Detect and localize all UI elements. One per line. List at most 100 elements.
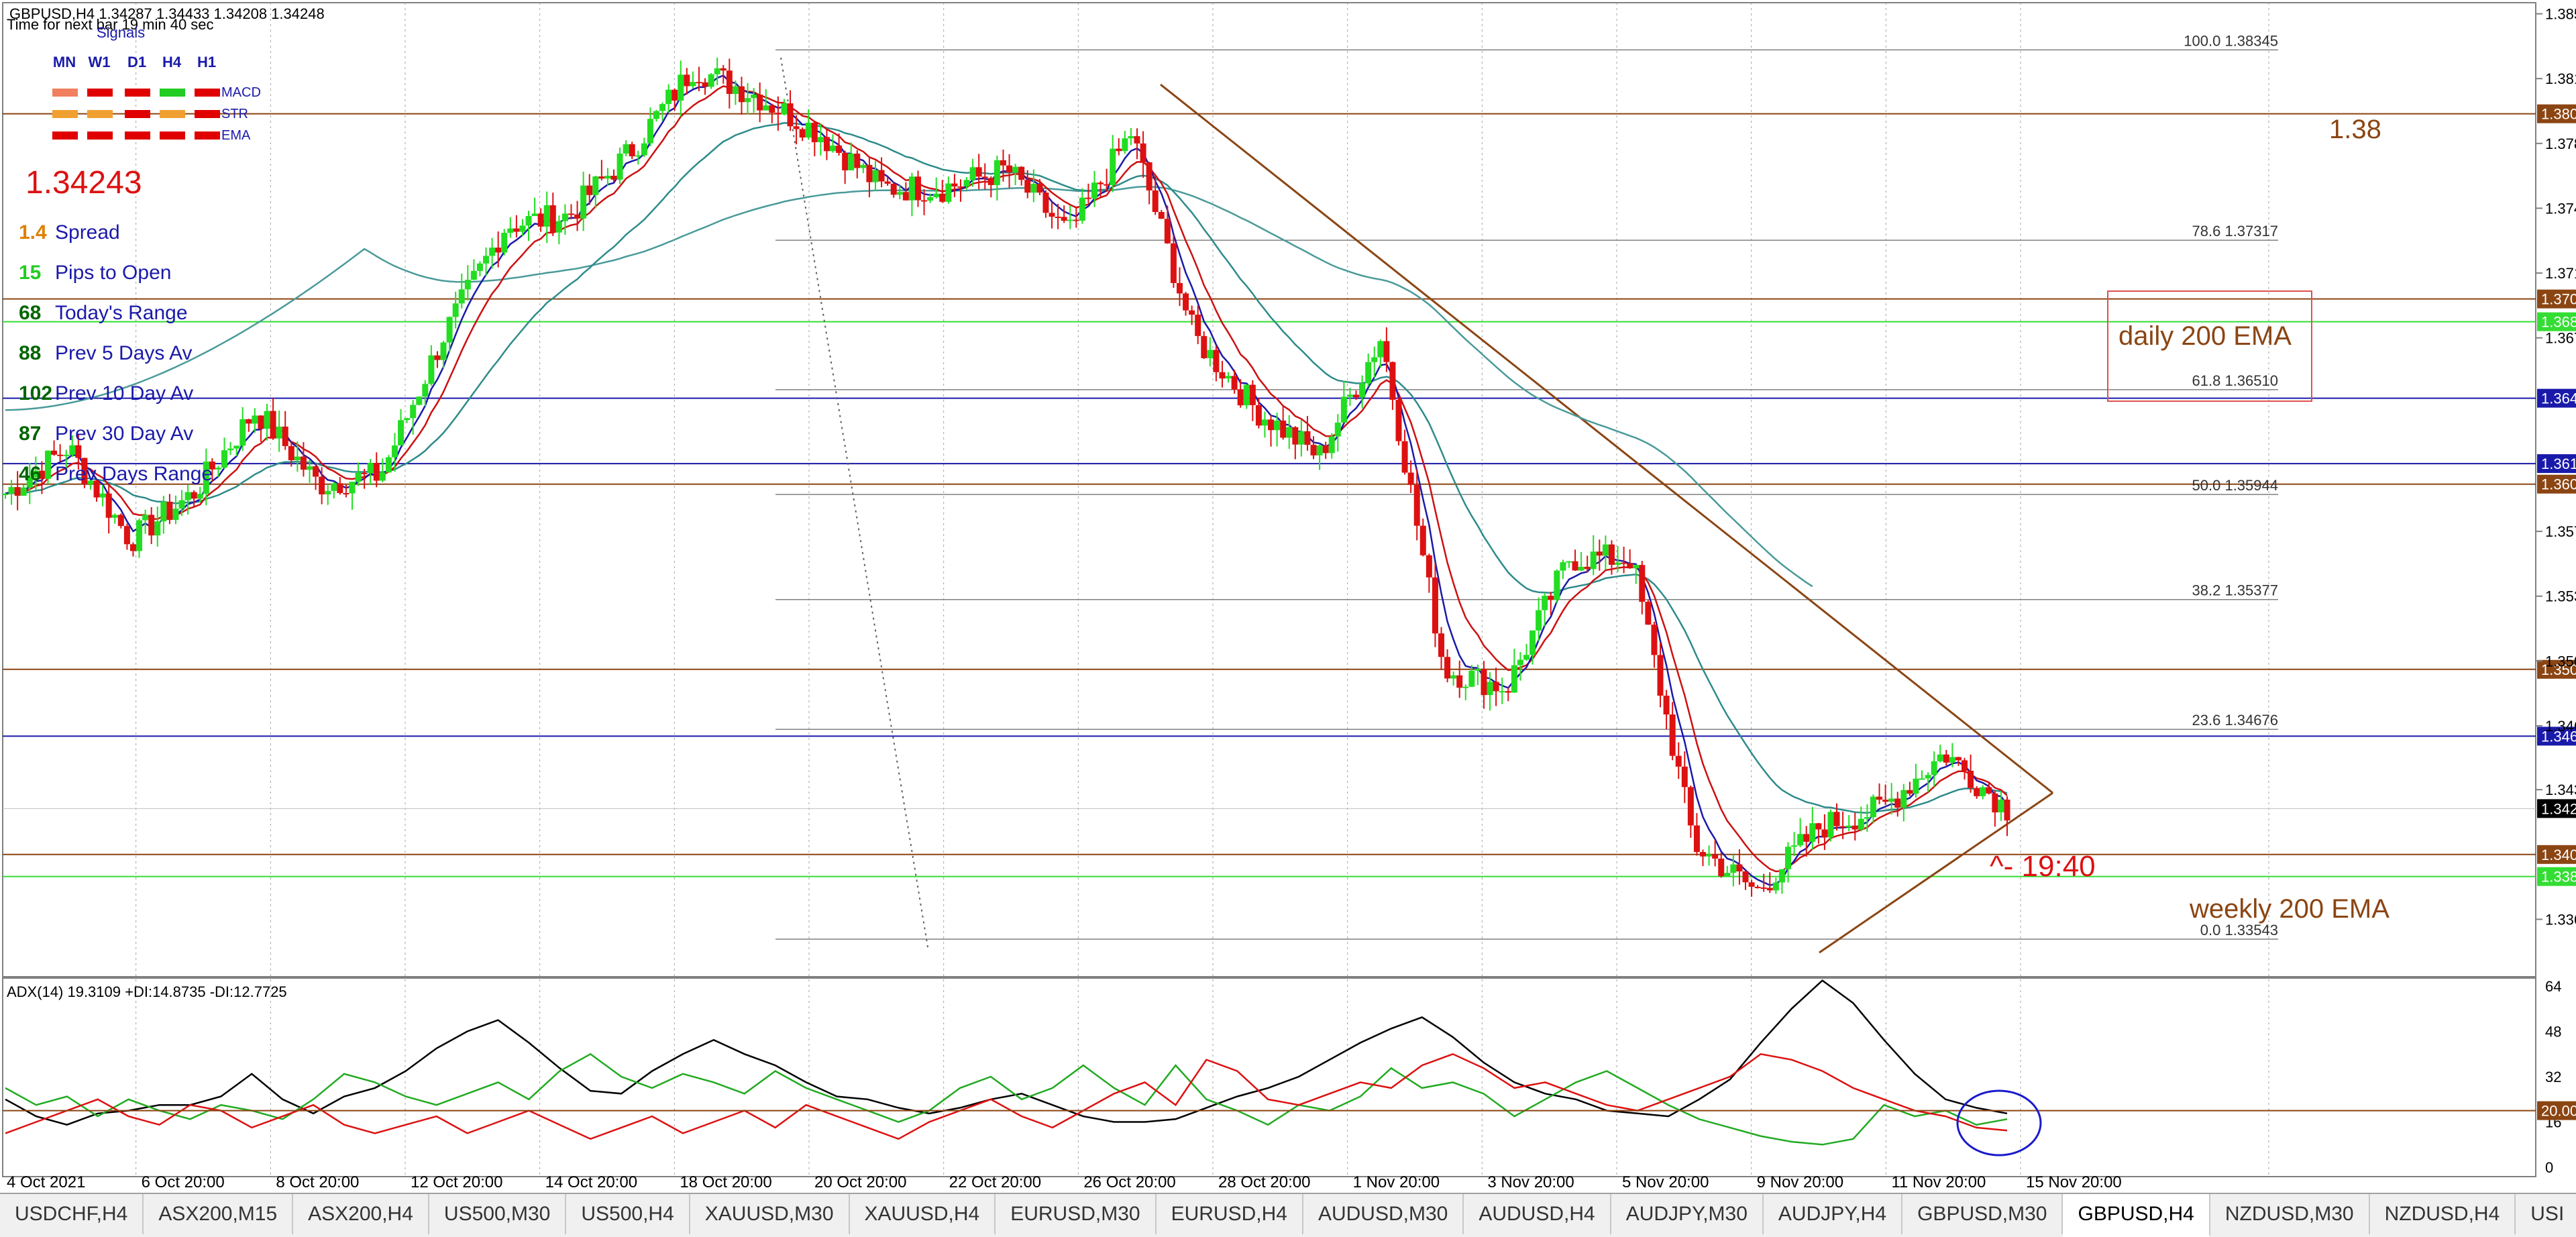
candle-body[interactable] bbox=[489, 248, 496, 256]
candle-body[interactable] bbox=[1907, 790, 1913, 794]
candle-body[interactable] bbox=[933, 193, 940, 197]
candle-body[interactable] bbox=[1937, 754, 1943, 761]
candle-body[interactable] bbox=[1627, 563, 1633, 569]
candle-body[interactable] bbox=[264, 411, 270, 429]
candle-body[interactable] bbox=[1164, 219, 1171, 244]
candle-body[interactable] bbox=[1700, 852, 1707, 857]
candle-body[interactable] bbox=[1195, 315, 1201, 336]
candle-body[interactable] bbox=[1018, 166, 1025, 180]
candle-body[interactable] bbox=[337, 483, 343, 493]
candle-body[interactable] bbox=[410, 405, 417, 419]
chart-canvas[interactable]: 1.38000 1.37000 1.36877 1.36464 1.36111 1.360… bbox=[0, 0, 2576, 1193]
candle-body[interactable] bbox=[799, 129, 806, 138]
symbol-tab[interactable]: USDCHF,H4 bbox=[0, 1194, 144, 1234]
candle-body[interactable] bbox=[1012, 166, 1019, 173]
candle-body[interactable] bbox=[379, 472, 386, 481]
candle-body[interactable] bbox=[111, 515, 118, 518]
candle-body[interactable] bbox=[1913, 778, 1919, 794]
candle-body[interactable] bbox=[519, 225, 526, 232]
candle-body[interactable] bbox=[404, 418, 411, 421]
candle-body[interactable] bbox=[1663, 696, 1670, 715]
candle-body[interactable] bbox=[288, 445, 294, 461]
candle-body[interactable] bbox=[1298, 431, 1305, 445]
candle-body[interactable] bbox=[1608, 544, 1615, 566]
candle-body[interactable] bbox=[854, 153, 861, 168]
symbol-tab[interactable]: AUDUSD,H4 bbox=[1464, 1194, 1611, 1234]
candle-body[interactable] bbox=[87, 480, 94, 484]
candle-body[interactable] bbox=[1249, 384, 1256, 405]
candle-body[interactable] bbox=[14, 487, 21, 496]
candle-body[interactable] bbox=[1237, 389, 1244, 406]
candle-body[interactable] bbox=[355, 472, 362, 482]
candle-body[interactable] bbox=[1876, 796, 1883, 800]
candle-body[interactable] bbox=[1024, 180, 1031, 193]
candle-body[interactable] bbox=[1560, 562, 1566, 571]
candle-body[interactable] bbox=[1042, 193, 1049, 213]
candle-body[interactable] bbox=[823, 137, 830, 152]
candle-body[interactable] bbox=[1839, 826, 1846, 828]
candle-body[interactable] bbox=[282, 426, 288, 446]
candle-body[interactable] bbox=[678, 74, 684, 101]
candle-body[interactable] bbox=[501, 233, 508, 253]
candle-body[interactable] bbox=[1851, 825, 1858, 830]
candle-body[interactable] bbox=[1085, 197, 1091, 199]
candle-body[interactable] bbox=[1645, 602, 1652, 625]
candle-body[interactable] bbox=[1925, 775, 1931, 779]
daily-ema-box[interactable] bbox=[2107, 290, 2312, 402]
candle-body[interactable] bbox=[1116, 148, 1122, 152]
candle-body[interactable] bbox=[1426, 555, 1432, 578]
candle-body[interactable] bbox=[136, 520, 143, 551]
candle-body[interactable] bbox=[1766, 888, 1773, 891]
symbol-tab[interactable]: ASX200,H4 bbox=[293, 1194, 429, 1234]
candle-body[interactable] bbox=[836, 146, 843, 153]
candle-body[interactable] bbox=[1183, 293, 1189, 311]
symbol-tab[interactable]: AUDJPY,H4 bbox=[1764, 1194, 1903, 1234]
candle-body[interactable] bbox=[184, 492, 191, 500]
candle-body[interactable] bbox=[1536, 610, 1542, 631]
candle-body[interactable] bbox=[1523, 655, 1529, 660]
candle-body[interactable] bbox=[908, 176, 915, 201]
candle-body[interactable] bbox=[1401, 441, 1408, 473]
candle-body[interactable] bbox=[1158, 211, 1165, 219]
horizontal-levels[interactable]: 1.38000 1.37000 1.36877 1.36464 1.36111 1.360… bbox=[3, 104, 2576, 886]
candle-body[interactable] bbox=[896, 192, 903, 195]
candle-body[interactable] bbox=[1986, 787, 1992, 794]
candle-body[interactable] bbox=[1128, 136, 1134, 139]
descending-trendline[interactable] bbox=[1160, 83, 2053, 794]
candle-body[interactable] bbox=[732, 86, 739, 95]
candle-body[interactable] bbox=[105, 493, 112, 518]
candle-body[interactable] bbox=[604, 176, 611, 179]
candle-body[interactable] bbox=[123, 526, 130, 545]
candle-body[interactable] bbox=[1949, 757, 1955, 763]
candle-body[interactable] bbox=[1760, 887, 1767, 889]
ema-red-line[interactable] bbox=[5, 85, 2008, 873]
candle-body[interactable] bbox=[902, 192, 909, 201]
candle-body[interactable] bbox=[458, 289, 465, 304]
candle-body[interactable] bbox=[1328, 436, 1335, 453]
candle-body[interactable] bbox=[1261, 419, 1268, 426]
candle-body[interactable] bbox=[1304, 431, 1311, 445]
candle-body[interactable] bbox=[580, 185, 587, 219]
candle-body[interactable] bbox=[470, 270, 477, 280]
candle-body[interactable] bbox=[1450, 675, 1457, 679]
candle-body[interactable] bbox=[872, 170, 879, 182]
candle-body[interactable] bbox=[1444, 657, 1451, 679]
candle-body[interactable] bbox=[300, 456, 307, 470]
symbol-tab[interactable]: XAUUSD,H4 bbox=[850, 1194, 996, 1234]
candle-body[interactable] bbox=[1815, 823, 1822, 830]
candle-body[interactable] bbox=[1639, 565, 1646, 602]
candle-body[interactable] bbox=[1955, 757, 1962, 761]
candle-body[interactable] bbox=[981, 176, 988, 178]
candle-body[interactable] bbox=[1919, 778, 1925, 780]
candle-body[interactable] bbox=[325, 490, 331, 494]
candle-body[interactable] bbox=[1596, 551, 1603, 556]
candle-body[interactable] bbox=[172, 508, 179, 521]
candle-body[interactable] bbox=[1280, 420, 1287, 438]
candle-body[interactable] bbox=[1693, 825, 1700, 853]
candle-body[interactable] bbox=[20, 487, 27, 496]
candle-body[interactable] bbox=[623, 144, 629, 154]
candle-body[interactable] bbox=[1030, 184, 1037, 193]
candle-body[interactable] bbox=[416, 396, 423, 405]
candle-body[interactable] bbox=[1219, 372, 1226, 379]
candle-body[interactable] bbox=[294, 456, 301, 461]
